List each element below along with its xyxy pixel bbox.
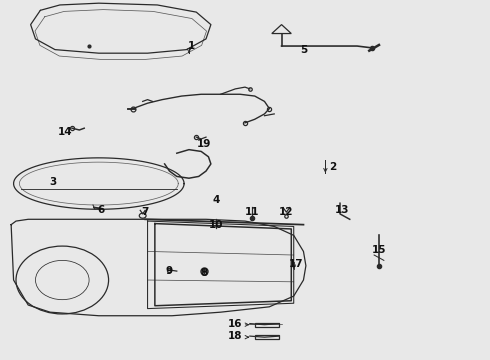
Text: 10: 10 [209, 220, 223, 230]
Text: 12: 12 [279, 207, 294, 217]
Text: 16: 16 [228, 319, 243, 329]
Text: 18: 18 [228, 331, 243, 341]
Text: 9: 9 [166, 266, 173, 276]
Text: 6: 6 [98, 205, 105, 215]
Text: 19: 19 [196, 139, 211, 149]
Text: 17: 17 [289, 259, 303, 269]
Text: 15: 15 [372, 245, 386, 255]
Text: 2: 2 [329, 162, 336, 172]
Text: 1: 1 [188, 41, 195, 51]
Text: 8: 8 [200, 268, 207, 278]
Bar [255, 336, 279, 339]
Text: 13: 13 [335, 205, 350, 215]
Text: 7: 7 [142, 207, 149, 217]
Bar [255, 323, 279, 327]
Text: 4: 4 [212, 195, 220, 204]
Text: 3: 3 [49, 177, 56, 187]
Text: 11: 11 [245, 207, 260, 217]
Text: 14: 14 [57, 127, 72, 137]
Text: 5: 5 [300, 45, 307, 55]
